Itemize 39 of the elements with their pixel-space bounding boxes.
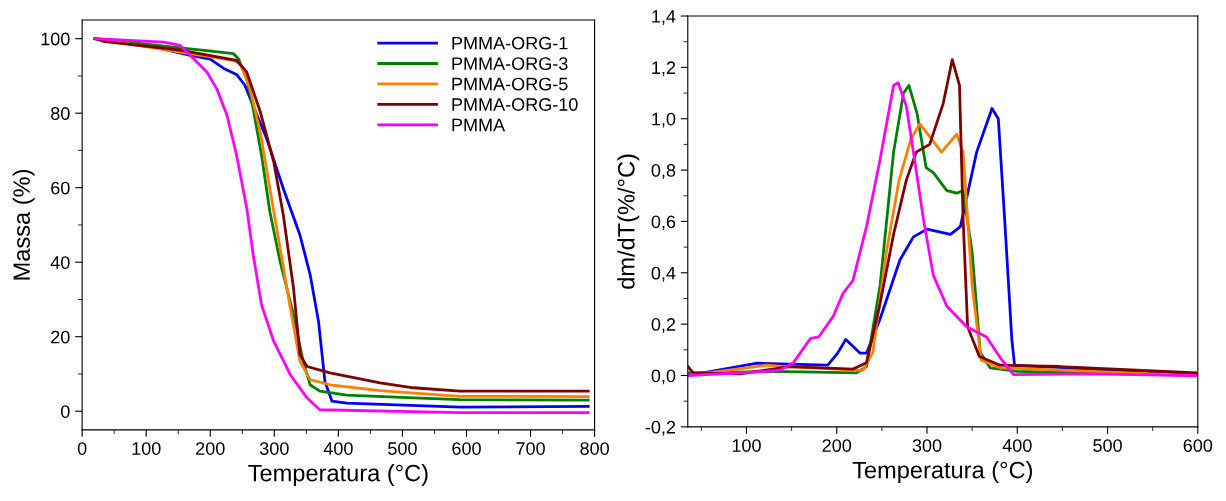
y-tick-label: 0,2	[651, 318, 676, 333]
y-tick-label: 1,4	[652, 10, 676, 25]
x-tick-label: 800	[580, 442, 609, 455]
x-tick-label: 600	[1183, 439, 1213, 452]
y-tick-label: 0,6	[651, 215, 676, 231]
y-tick-label: 1,2	[652, 61, 676, 77]
y-tick-label: 0,8	[651, 164, 676, 179]
y-tick-label: 0,0	[651, 369, 676, 385]
x-axis-title: Temperatura (°C)	[248, 464, 428, 487]
x-tick-label: 300	[259, 442, 289, 455]
x-tick-label: 700	[516, 442, 545, 455]
y-tick-label: -0,2	[645, 420, 676, 436]
x-tick-label: 600	[452, 442, 481, 455]
x-tick-label: 400	[323, 442, 353, 455]
legend-label: PMMA-ORG-3	[452, 57, 568, 70]
y-axis-title: Massa (%)	[12, 170, 35, 280]
legend-label: PMMA-ORG-10	[452, 98, 578, 111]
x-tick-label: 0	[77, 442, 87, 455]
x-tick-label: 400	[1002, 439, 1032, 452]
y-tick-label: 40	[50, 256, 70, 269]
x-axis-title: Temperatura (°C)	[852, 461, 1032, 484]
y-tick-label: 60	[51, 181, 70, 195]
x-tick-label: 200	[822, 439, 852, 452]
x-tick-label: 100	[732, 439, 761, 452]
y-tick-label: 1,0	[652, 112, 676, 128]
y-tick-label: 80	[51, 107, 70, 120]
y-tick-label: 0	[61, 405, 70, 418]
y-axis-title: dm/dT(%/°C)	[617, 154, 640, 289]
x-tick-label: 200	[196, 442, 225, 455]
legend-label: PMMA-ORG-5	[452, 77, 568, 91]
x-tick-label: 100	[132, 442, 161, 455]
x-tick-label: 500	[1093, 439, 1122, 452]
x-tick-label: 500	[388, 442, 417, 455]
y-tick-label: 0,4	[651, 266, 676, 282]
y-tick-label: 100	[41, 32, 70, 46]
y-tick-label: 20	[51, 330, 70, 344]
legend-label: PMMA	[452, 118, 506, 132]
x-tick-label: 300	[912, 439, 942, 452]
legend-label: PMMA-ORG-1	[452, 36, 568, 50]
